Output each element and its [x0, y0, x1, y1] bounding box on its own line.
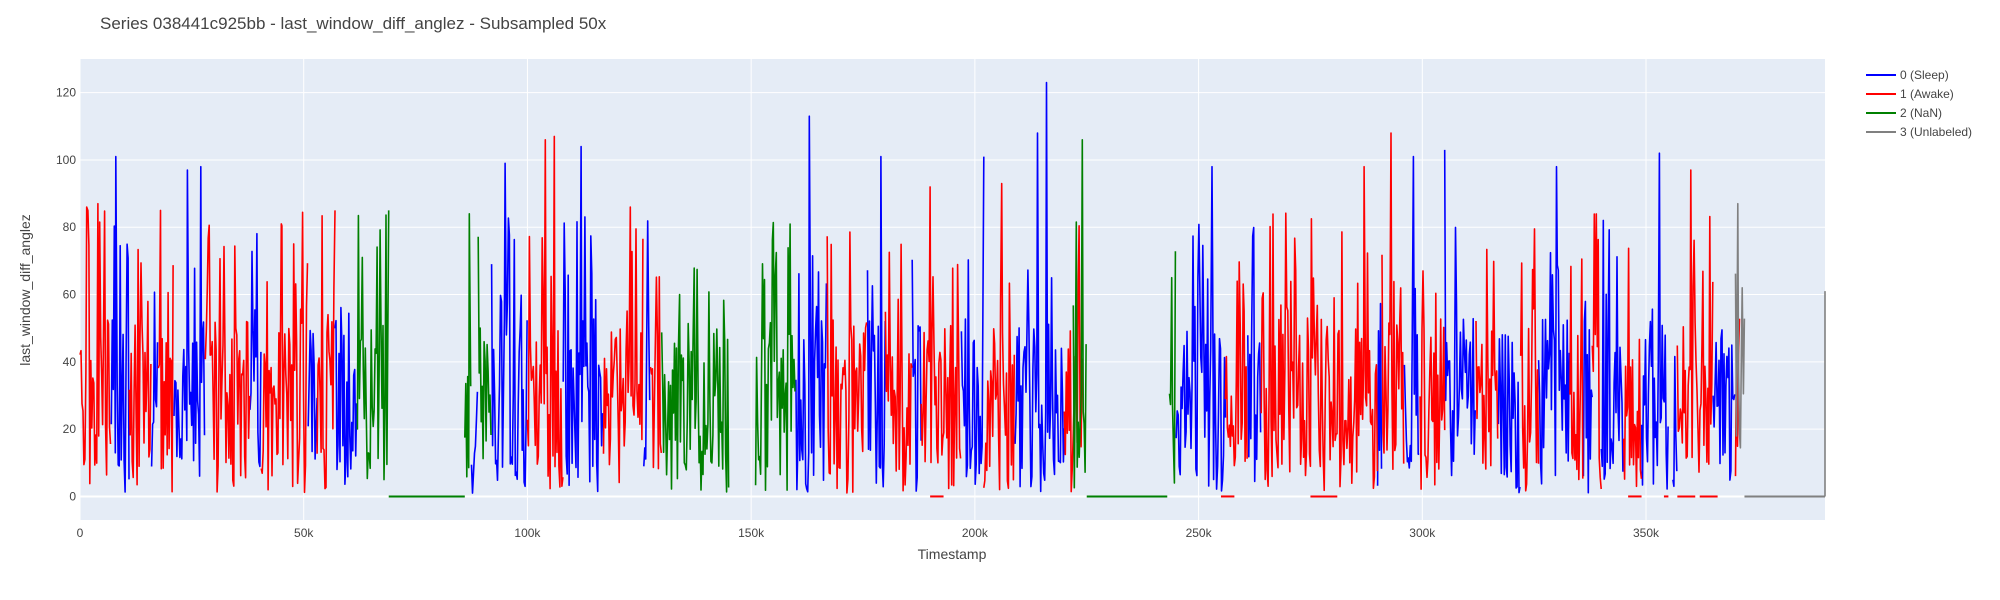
series-line-segment: [1247, 226, 1262, 483]
series-line-segment: [920, 186, 962, 490]
series-line-segment: [1622, 247, 1643, 488]
series-line-segment: [1403, 155, 1420, 469]
x-tick-label: 350k: [1633, 526, 1660, 540]
chart-title: Series 038441c925bb - last_window_diff_a…: [100, 14, 607, 33]
x-tick-label: 250k: [1186, 526, 1213, 540]
series-line-segment: [1537, 165, 1570, 485]
series-line-segment: [110, 155, 130, 493]
y-tick-label: 120: [56, 86, 76, 100]
series-line-segment: [356, 210, 390, 481]
series-line-segment: [150, 291, 159, 467]
series-line-segment: [464, 213, 472, 478]
series-line-segment: [660, 267, 730, 493]
legend-item[interactable]: 3 (Unlabeled): [1866, 125, 1972, 139]
series-line-segment: [795, 115, 828, 493]
x-axis-ticks: 0 50k 100k 150k 200k 250k 300k 350k: [77, 526, 1660, 540]
series-line-segment: [173, 165, 206, 477]
series-line-segment: [1168, 251, 1177, 484]
series-line-segment: [1443, 149, 1476, 477]
series-line-segment: [960, 156, 985, 486]
x-tick-label: 300k: [1409, 526, 1436, 540]
series-line-segment: [911, 259, 922, 492]
series-line-segment: [1600, 219, 1624, 480]
series-line-segment: [1014, 81, 1066, 493]
series-line-segment: [316, 210, 336, 490]
series-2: [356, 139, 1177, 498]
x-axis-title: Timestamp: [918, 546, 987, 562]
series-line-segment: [157, 209, 174, 493]
series-1: [79, 132, 1741, 498]
series-line-segment: [754, 221, 796, 492]
series-line-segment: [128, 248, 152, 486]
series-line-segment: [1676, 169, 1714, 473]
series-line-segment: [79, 202, 112, 485]
x-tick-label: 150k: [738, 526, 765, 540]
y-tick-label: 0: [69, 489, 76, 503]
legend-item[interactable]: 1 (Awake): [1866, 87, 1954, 101]
y-tick-label: 40: [63, 355, 77, 369]
series-line-segment: [204, 224, 251, 493]
series-line-segment: [1640, 152, 1669, 490]
legend-label: 0 (Sleep): [1900, 68, 1949, 82]
series-line-segment: [1260, 165, 1379, 492]
series-line-segment: [1224, 261, 1248, 467]
series-line-segment: [602, 206, 644, 484]
y-axis-ticks: 0 20 40 60 80 100 120: [56, 86, 76, 504]
legend-label: 1 (Awake): [1900, 87, 1954, 101]
series-line-segment: [1072, 139, 1087, 489]
series-line-segment: [866, 155, 886, 488]
series-line-segment: [307, 329, 318, 460]
series-line-segment: [260, 211, 309, 494]
series-line-segment: [643, 220, 651, 467]
series-line-segment: [1734, 202, 1746, 449]
legend-item[interactable]: 0 (Sleep): [1866, 68, 1949, 82]
y-axis-title: last_window_diff_anglez: [17, 214, 33, 366]
series-line-segment: [1519, 228, 1540, 492]
series-line-segment: [526, 135, 564, 490]
series-line-segment: [1591, 213, 1602, 490]
series-line-segment: [249, 232, 262, 468]
series-line-segment: [1569, 258, 1584, 481]
series-3: [1734, 202, 1826, 498]
y-tick-label: 20: [63, 422, 77, 436]
series-line-segment: [826, 231, 868, 494]
series-line-segment: [1419, 270, 1446, 490]
x-tick-label: 0: [77, 526, 84, 540]
y-tick-label: 100: [56, 153, 76, 167]
series-line-segment: [1712, 329, 1736, 481]
series-line-segment: [1582, 300, 1593, 494]
series-line-segment: [1497, 333, 1521, 494]
series-line-segment: [1672, 355, 1678, 488]
series-line-segment: [983, 182, 1016, 491]
series-line-segment: [1381, 132, 1405, 471]
x-tick-label: 200k: [962, 526, 989, 540]
series-line-segment: [1475, 248, 1499, 470]
legend-item[interactable]: 2 (NaN): [1866, 106, 1942, 120]
series-line-segment: [649, 275, 663, 470]
legend[interactable]: 0 (Sleep) 1 (Awake) 2 (NaN) 3 (Unlabeled): [1866, 68, 1972, 139]
series-line-segment: [470, 391, 479, 494]
legend-label: 3 (Unlabeled): [1900, 125, 1972, 139]
series-line-segment: [562, 145, 604, 493]
series-line-segment: [1063, 225, 1083, 493]
series-0: [110, 81, 1736, 494]
x-tick-label: 100k: [514, 526, 541, 540]
series-line-segment: [477, 236, 492, 460]
legend-label: 2 (NaN): [1900, 106, 1942, 120]
series-line-segment: [884, 243, 913, 492]
y-tick-label: 60: [63, 288, 77, 302]
series-line-segment: [1175, 165, 1227, 492]
series-line-segment: [1376, 302, 1383, 486]
series-line-segment: [490, 162, 528, 488]
data-series: [79, 81, 1826, 498]
y-tick-label: 80: [63, 220, 77, 234]
x-tick-label: 50k: [294, 526, 314, 540]
series-line-segment: [334, 306, 358, 486]
